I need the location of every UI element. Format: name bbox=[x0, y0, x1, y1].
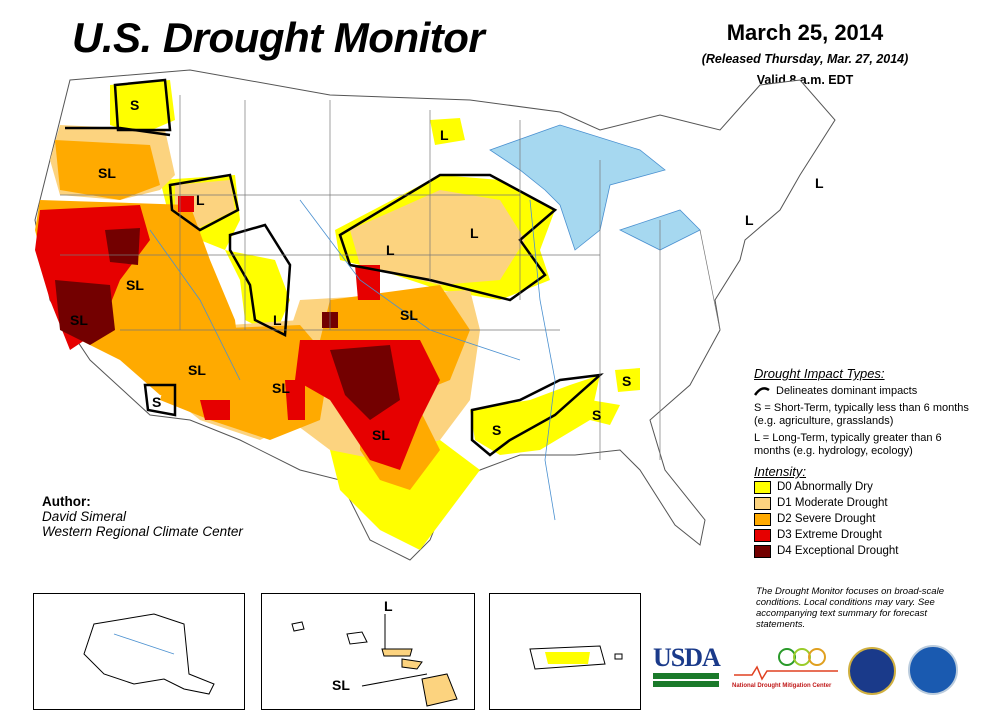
intensity-label: D1 Moderate Drought bbox=[777, 497, 888, 509]
map-label: SL bbox=[372, 427, 390, 443]
intensity-swatch bbox=[754, 480, 771, 494]
map-label: S bbox=[130, 97, 139, 113]
hawaii-inset: L SL bbox=[261, 593, 475, 710]
intensity-label: D0 Abnormally Dry bbox=[777, 481, 873, 493]
map-label: S bbox=[592, 407, 601, 423]
release-date: (Released Thursday, Mar. 27, 2014) bbox=[701, 52, 909, 66]
puerto-rico-inset bbox=[489, 593, 641, 710]
doc-seal-icon bbox=[848, 647, 896, 695]
hawaii-map: L SL bbox=[291, 598, 458, 707]
impact-labels: S SL L SL SL SL S L L SL SL SL L L L S S… bbox=[70, 97, 824, 443]
map-label: L bbox=[384, 598, 393, 614]
map-label: L bbox=[745, 212, 754, 228]
map-label: L bbox=[815, 175, 824, 191]
intensity-row: D3 Extreme Drought bbox=[754, 527, 979, 543]
map-label: L bbox=[386, 242, 395, 258]
alaska-map bbox=[83, 613, 215, 695]
noaa-logo-icon bbox=[908, 645, 958, 695]
disclaimer-note: The Drought Monitor focuses on broad-sca… bbox=[756, 586, 944, 630]
map-date: March 25, 2014 bbox=[726, 20, 884, 45]
map-label: SL bbox=[188, 362, 206, 378]
delineates-label: Delineates dominant impacts bbox=[776, 385, 918, 397]
intensity-swatch bbox=[754, 496, 771, 510]
map-label: L bbox=[273, 312, 282, 328]
map-label: S bbox=[622, 373, 631, 389]
map-title: U.S. Drought Monitor bbox=[72, 14, 485, 61]
rivers bbox=[149, 199, 556, 521]
short-term-row: S = Short-Term, typically less than 6 mo… bbox=[754, 402, 979, 428]
puerto-rico-map bbox=[529, 645, 623, 670]
intensity-swatch bbox=[754, 528, 771, 542]
author-name: David Simeral bbox=[42, 509, 127, 524]
legend: Drought Impact Types: Delineates dominan… bbox=[754, 366, 979, 559]
map-label: S bbox=[152, 394, 161, 410]
map-label: SL bbox=[126, 277, 144, 293]
intensity-list: D0 Abnormally Dry D1 Moderate Drought D2… bbox=[754, 479, 979, 559]
intensity-row: D2 Severe Drought bbox=[754, 511, 979, 527]
long-term-label: L = Long-Term, typically greater than 6 … bbox=[754, 432, 942, 457]
intensity-swatch bbox=[754, 544, 771, 558]
long-term-row: L = Long-Term, typically greater than 6 … bbox=[754, 432, 979, 458]
delineates-row: Delineates dominant impacts bbox=[754, 385, 979, 398]
d4-areas bbox=[55, 228, 400, 420]
intensity-heading: Intensity: bbox=[754, 464, 807, 479]
usda-text: USDA bbox=[653, 643, 721, 672]
intensity-row: D0 Abnormally Dry bbox=[754, 479, 979, 495]
map-label: SL bbox=[98, 165, 116, 181]
alaska-inset bbox=[33, 593, 245, 710]
map-label: L bbox=[440, 127, 449, 143]
author-block: Author: David Simeral Western Regional C… bbox=[42, 494, 243, 539]
author-org: Western Regional Climate Center bbox=[42, 524, 243, 539]
usda-logo: USDA bbox=[653, 643, 721, 691]
intensity-swatch bbox=[754, 512, 771, 526]
usda-stripes bbox=[653, 673, 719, 687]
ndmc-logo: National Drought Mitigation Center bbox=[732, 645, 840, 693]
map-label: SL bbox=[332, 677, 350, 693]
ndmc-tree-icon bbox=[734, 648, 838, 681]
intensity-row: D1 Moderate Drought bbox=[754, 495, 979, 511]
intensity-label: D4 Exceptional Drought bbox=[777, 545, 899, 557]
state-lines bbox=[60, 95, 721, 460]
intensity-label: D2 Severe Drought bbox=[777, 513, 876, 525]
intensity-label: D3 Extreme Drought bbox=[777, 529, 882, 541]
impact-types-heading: Drought Impact Types: bbox=[754, 366, 885, 381]
short-term-label: S = Short-Term, typically less than 6 mo… bbox=[754, 402, 969, 427]
map-label: L bbox=[470, 225, 479, 241]
map-label: S bbox=[492, 422, 501, 438]
impact-boundaries bbox=[65, 78, 604, 457]
map-label: SL bbox=[272, 380, 290, 396]
ndmc-text: National Drought Mitigation Center bbox=[732, 683, 832, 689]
map-label: SL bbox=[400, 307, 418, 323]
impact-line-icon bbox=[754, 387, 770, 396]
map-label: L bbox=[196, 192, 205, 208]
map-label: SL bbox=[70, 312, 88, 328]
intensity-row: D4 Exceptional Drought bbox=[754, 543, 979, 559]
author-heading: Author: bbox=[42, 494, 91, 509]
